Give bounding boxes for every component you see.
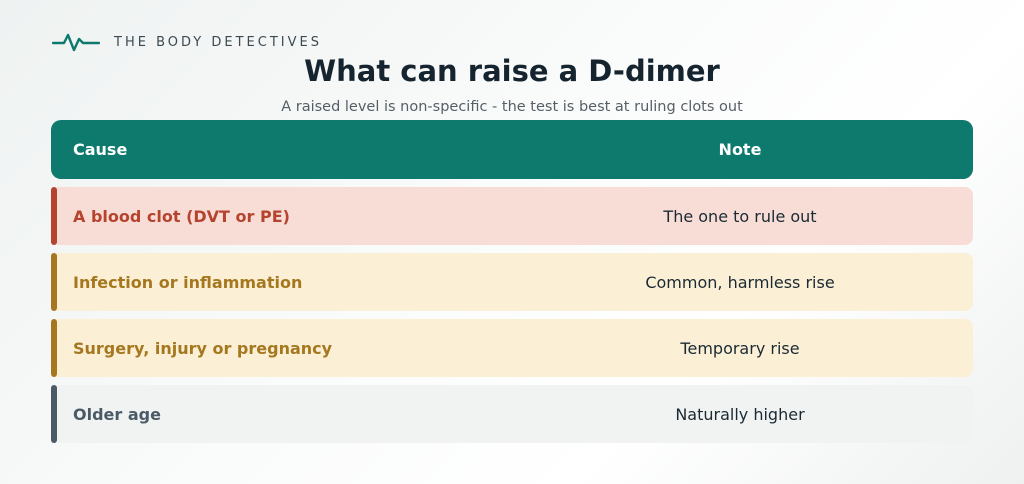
header-note: Note (718, 140, 762, 159)
row-cause: A blood clot (DVT or PE) (73, 206, 290, 226)
header-cause: Cause (73, 140, 128, 159)
brand-name: THE BODY DETECTIVES (114, 34, 322, 50)
causes-table: Cause Note A blood clot (DVT or PE) The … (51, 120, 973, 443)
table-row: Surgery, injury or pregnancy Temporary r… (51, 319, 973, 377)
page-subtitle: A raised level is non-specific - the tes… (281, 99, 743, 115)
page-title: What can raise a D-dimer (304, 54, 720, 88)
row-note: The one to rule out (663, 206, 817, 226)
row-note: Common, harmless rise (645, 272, 835, 292)
table-row: A blood clot (DVT or PE) The one to rule… (51, 187, 973, 245)
row-accent-bar (51, 385, 57, 443)
table-row: Older age Naturally higher (51, 385, 973, 443)
table-row: Infection or inflammation Common, harmle… (51, 253, 973, 311)
row-accent-bar (51, 187, 57, 245)
row-cause: Surgery, injury or pregnancy (73, 338, 333, 358)
row-accent-bar (51, 319, 57, 377)
brand: THE BODY DETECTIVES (52, 32, 322, 52)
row-cause: Older age (73, 404, 161, 424)
row-note: Naturally higher (675, 404, 805, 424)
heartbeat-line-icon (52, 32, 100, 52)
row-cause: Infection or inflammation (73, 272, 303, 292)
row-note: Temporary rise (680, 338, 800, 358)
row-accent-bar (51, 253, 57, 311)
table-header: Cause Note (51, 120, 973, 179)
